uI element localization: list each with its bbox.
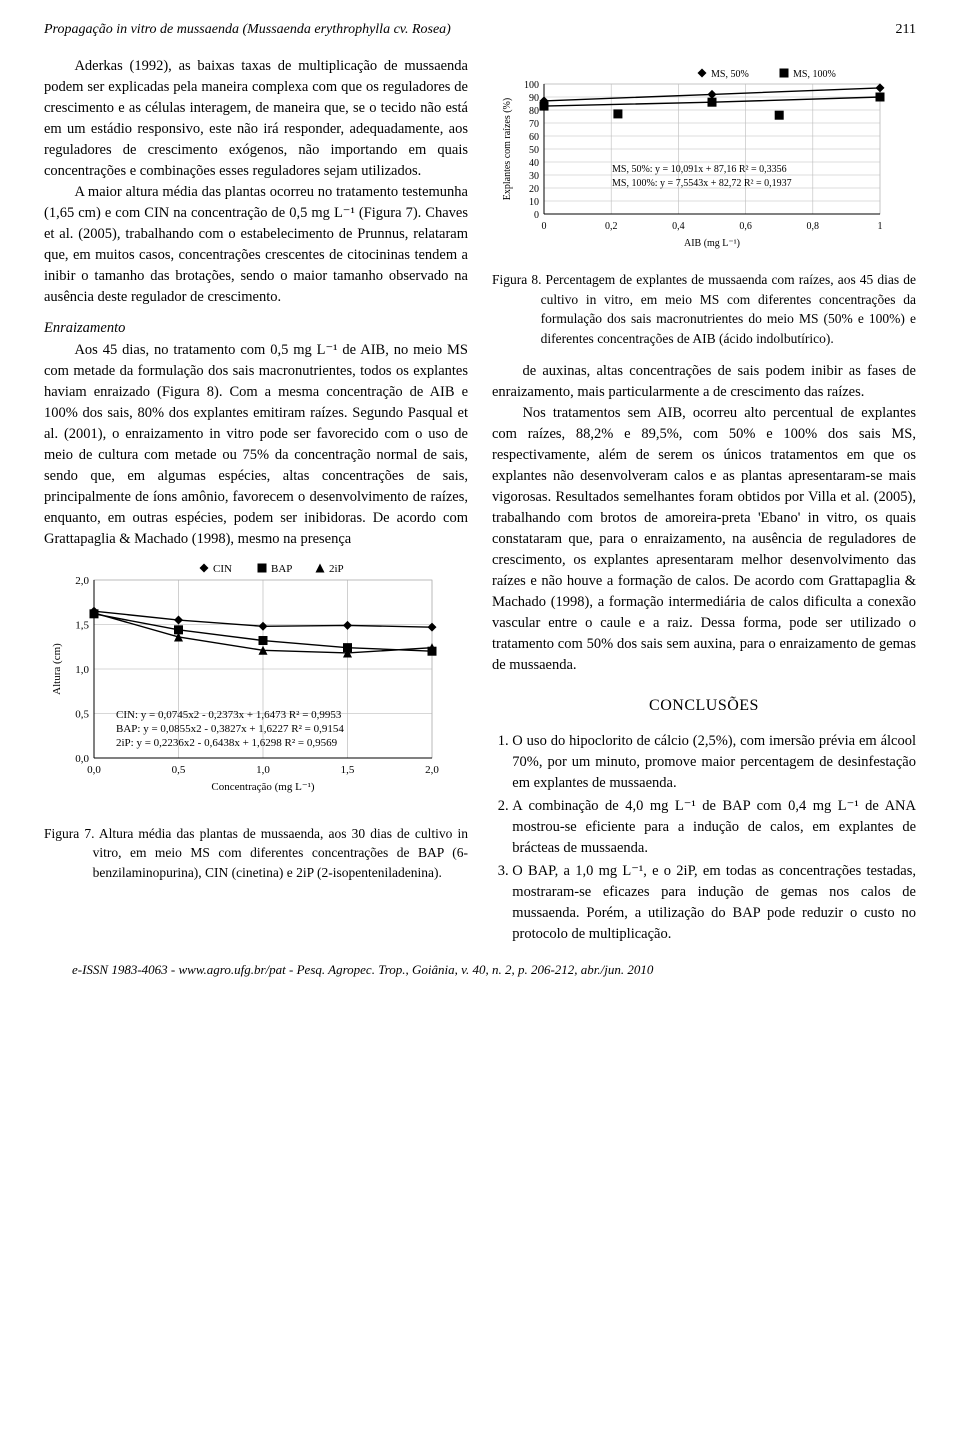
figure-7: 0,00,51,01,52,00,00,51,01,52,0CIN: y = 0… xyxy=(44,558,468,818)
left-p3: Aos 45 dias, no tratamento com 0,5 mg L⁻… xyxy=(44,340,468,550)
svg-text:Altura (cm): Altura (cm) xyxy=(51,643,63,695)
header-title: Propagação in vitro de mussaenda (Mussae… xyxy=(44,22,451,37)
svg-text:MS, 50%: y = 10,091x + 87,16: MS, 50%: y = 10,091x + 87,16 R² = 0,3356 xyxy=(612,164,787,175)
subhead-enraizamento: Enraizamento xyxy=(44,318,468,339)
svg-text:40: 40 xyxy=(529,158,539,169)
conclusao-2: A combinação de 4,0 mg L⁻¹ de BAP com 0,… xyxy=(512,796,916,859)
svg-text:0,5: 0,5 xyxy=(75,708,89,720)
svg-text:1: 1 xyxy=(878,221,883,232)
svg-text:0,6: 0,6 xyxy=(739,221,752,232)
figure-8-caption: Figura 8. Percentagem de explantes de mu… xyxy=(492,270,916,348)
svg-text:80: 80 xyxy=(529,106,539,117)
svg-text:0,8: 0,8 xyxy=(807,221,820,232)
right-p2: Nos tratamentos sem AIB, ocorreu alto pe… xyxy=(492,403,916,676)
svg-text:Explantes com raízes (%): Explantes com raízes (%) xyxy=(502,98,513,200)
conclusoes-list: O uso do hipoclorito de cálcio (2,5%), c… xyxy=(492,731,916,945)
left-p2: A maior altura média das plantas ocorreu… xyxy=(44,182,468,308)
svg-text:BAP: y = 0,0855x2 - 0,3827x +: BAP: y = 0,0855x2 - 0,3827x + 1,6227 R² … xyxy=(116,723,344,735)
right-p1: de auxinas, altas concentrações de sais … xyxy=(492,361,916,403)
svg-text:90: 90 xyxy=(529,93,539,104)
svg-text:CIN: y = 0,0745x2 - 0,2373x +: CIN: y = 0,0745x2 - 0,2373x + 1,6473 R² … xyxy=(116,709,342,721)
svg-text:AIB (mg L⁻¹): AIB (mg L⁻¹) xyxy=(684,238,740,249)
svg-text:60: 60 xyxy=(529,132,539,143)
svg-text:1,5: 1,5 xyxy=(341,764,355,776)
conclusao-1: O uso do hipoclorito de cálcio (2,5%), c… xyxy=(512,731,916,794)
svg-text:1,0: 1,0 xyxy=(256,764,270,776)
svg-text:CIN: CIN xyxy=(213,563,232,575)
svg-text:2,0: 2,0 xyxy=(425,764,439,776)
page-footer: e-ISSN 1983-4063 - www.agro.ufg.br/pat -… xyxy=(44,961,916,980)
svg-text:MS, 100%: MS, 100% xyxy=(793,69,836,80)
conclusao-3: O BAP, a 1,0 mg L⁻¹, e o 2iP, em todas a… xyxy=(512,861,916,945)
svg-text:20: 20 xyxy=(529,184,539,195)
figure-7-caption: Figura 7. Altura média das plantas de mu… xyxy=(44,824,468,883)
svg-text:30: 30 xyxy=(529,171,539,182)
svg-text:50: 50 xyxy=(529,145,539,156)
svg-text:2iP: 2iP xyxy=(329,563,344,575)
left-column: Aderkas (1992), as baixas taxas de multi… xyxy=(44,56,468,947)
svg-text:1,5: 1,5 xyxy=(75,619,89,631)
svg-text:0,4: 0,4 xyxy=(672,221,685,232)
svg-text:0,5: 0,5 xyxy=(172,764,186,776)
svg-text:Concentração (mg L⁻¹): Concentração (mg L⁻¹) xyxy=(211,781,315,793)
svg-text:0,0: 0,0 xyxy=(87,764,101,776)
svg-text:2iP: y = 0,2236x2 - 0,6438x +: 2iP: y = 0,2236x2 - 0,6438x + 1,6298 R² … xyxy=(116,737,338,749)
svg-text:2,0: 2,0 xyxy=(75,575,89,587)
page-number: 211 xyxy=(896,20,916,40)
figure-8: 0 10 20 30 40 50 60 70 80 90 100 0 0,2 0,4 0,6 0,8 1 MS, … xyxy=(492,64,916,264)
svg-text:70: 70 xyxy=(529,119,539,130)
page-header: Propagação in vitro de mussaenda (Mussae… xyxy=(44,20,916,40)
svg-text:MS, 50%: MS, 50% xyxy=(711,69,749,80)
svg-text:BAP: BAP xyxy=(271,563,292,575)
svg-text:0: 0 xyxy=(542,221,547,232)
svg-text:MS, 100%: y = 7,5543x + 82,72: MS, 100%: y = 7,5543x + 82,72 R² = 0,193… xyxy=(612,178,792,189)
right-column: 0 10 20 30 40 50 60 70 80 90 100 0 0,2 0,4 0,6 0,8 1 MS, … xyxy=(492,56,916,947)
svg-text:0,2: 0,2 xyxy=(605,221,618,232)
svg-text:10: 10 xyxy=(529,197,539,208)
svg-text:1,0: 1,0 xyxy=(75,664,89,676)
left-p1: Aderkas (1992), as baixas taxas de multi… xyxy=(44,56,468,182)
conclusoes-heading: CONCLUSÕES xyxy=(492,694,916,717)
svg-text:0: 0 xyxy=(534,210,539,221)
svg-text:100: 100 xyxy=(524,80,539,91)
